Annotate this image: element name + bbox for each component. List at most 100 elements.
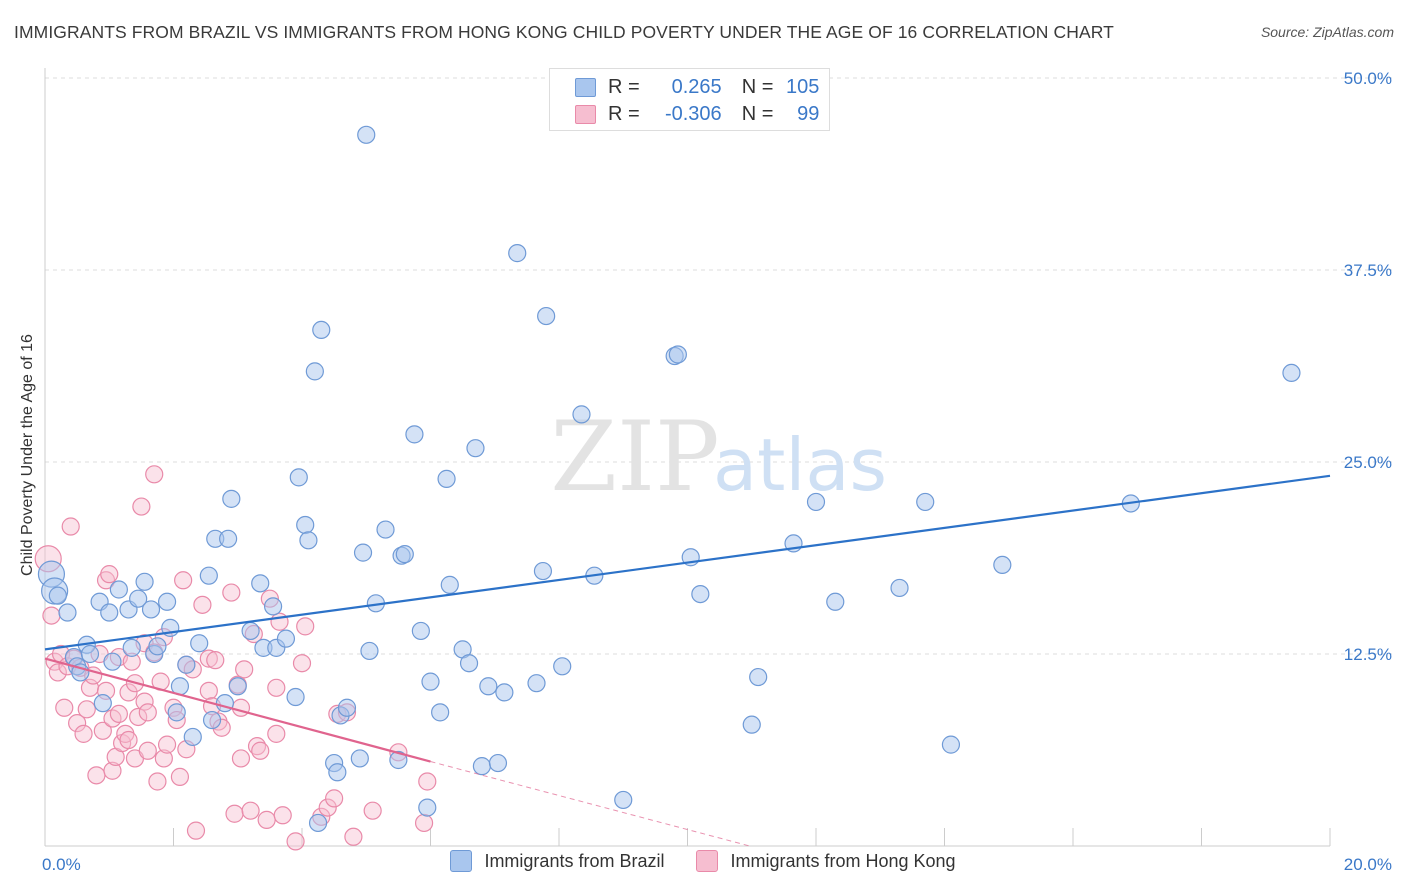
brazil-point: [1282, 363, 1301, 383]
hongkong-point: [267, 724, 286, 743]
brazil-point: [376, 520, 395, 539]
brazil-point: [466, 439, 485, 458]
hongkong-point: [292, 654, 312, 673]
brazil-point: [479, 677, 498, 696]
hongkong-point: [157, 735, 177, 754]
brazil-point: [183, 727, 202, 747]
y-tick-label: 37.5%: [1344, 261, 1392, 280]
hongkong-point: [199, 681, 218, 700]
hongkong-point: [273, 806, 292, 825]
brazil-point: [296, 515, 315, 535]
axes: [44, 68, 1331, 847]
hongkong-point: [154, 749, 173, 768]
brazil-point: [431, 703, 450, 722]
hongkong-point: [257, 810, 276, 829]
legend-item-brazil[interactable]: Immigrants from Brazil: [450, 850, 664, 872]
brazil-point: [527, 674, 546, 693]
brazil-point: [614, 790, 633, 810]
hongkong-point: [174, 571, 193, 590]
brazil-point: [289, 468, 308, 487]
brazil-point: [305, 362, 324, 381]
brazil-point: [395, 545, 414, 564]
hongkong-point: [138, 741, 157, 760]
legend-item-hongkong[interactable]: Immigrants from Hong Kong: [696, 850, 956, 872]
hongkong-point: [222, 583, 241, 602]
hongkong-point: [325, 789, 344, 808]
x-tick-label: 20.0%: [1344, 855, 1392, 874]
hongkong-swatch: [575, 104, 596, 124]
brazil-point: [553, 657, 572, 676]
hongkong-point: [251, 741, 270, 760]
brazil-legend-label: Immigrants from Brazil: [484, 850, 665, 871]
brazil-point: [58, 603, 77, 622]
gridlines: [45, 77, 1392, 655]
hongkong-point: [103, 709, 122, 728]
brazil-point: [533, 561, 553, 581]
hongkong-trend-extension: [430, 761, 750, 847]
r-label: R =: [608, 102, 640, 125]
hongkong-point: [206, 651, 225, 670]
brazil-point: [312, 320, 331, 340]
hongkong-point: [231, 698, 251, 717]
brazil-point: [360, 641, 379, 661]
y-tick-label: 25.0%: [1344, 453, 1392, 472]
series-legend: Immigrants from Brazil Immigrants from H…: [0, 850, 1406, 872]
brazil-point: [263, 597, 283, 616]
r-label: R =: [608, 75, 640, 98]
hongkong-r-value: -0.306: [664, 102, 722, 125]
hongkong-point: [344, 827, 363, 846]
brazil-point: [135, 572, 154, 591]
brazil-point: [749, 667, 768, 687]
brazil-point: [440, 575, 459, 594]
hongkong-point: [193, 595, 212, 614]
brazil-point: [806, 492, 826, 512]
legend-row-brazil: R = 0.265 N = 105: [575, 75, 819, 99]
brazil-point: [148, 637, 167, 656]
brazil-point: [122, 638, 141, 657]
brazil-point: [916, 492, 935, 512]
brazil-point: [228, 677, 247, 696]
brazil-point: [357, 125, 376, 144]
brazil-point: [459, 654, 479, 673]
hongkong-point: [87, 766, 106, 785]
brazil-point: [472, 757, 491, 776]
brazil-legend-swatch: [450, 850, 473, 872]
x-tick-label: 0.0%: [42, 855, 81, 874]
hongkong-point: [235, 660, 254, 679]
n-label: N =: [741, 102, 774, 125]
hongkong-point: [186, 821, 206, 840]
watermark: ZIP atlas: [550, 401, 887, 513]
brazil-point: [418, 798, 437, 817]
hongkong-point: [68, 714, 87, 733]
hongkong-point: [225, 804, 244, 823]
legend-row-hongkong: R = -0.306 N = 99: [575, 102, 819, 126]
hongkong-point: [286, 832, 305, 851]
hongkong-n-value: 99: [797, 102, 820, 125]
brazil-point: [167, 703, 186, 722]
hongkong-point: [74, 724, 93, 743]
brazil-point: [668, 345, 687, 364]
brazil-point: [202, 710, 222, 730]
brazil-point: [572, 405, 591, 424]
brazil-point: [276, 629, 296, 648]
hongkong-point: [129, 707, 148, 727]
brazil-point: [80, 644, 100, 664]
brazil-point: [353, 543, 373, 562]
brazil-point: [337, 698, 357, 717]
watermark-atlas: atlas: [713, 423, 887, 507]
hongkong-point: [100, 565, 119, 584]
hongkong-point: [61, 517, 80, 536]
chart-title: IMMIGRANTS FROM BRAZIL VS IMMIGRANTS FRO…: [14, 22, 1114, 42]
hongkong-point: [231, 749, 251, 768]
trend-lines: [44, 474, 1331, 847]
hongkong-point: [77, 700, 96, 719]
hongkong-point: [363, 801, 382, 820]
brazil-point: [389, 750, 408, 770]
hongkong-point: [42, 606, 61, 625]
brazil-n-value: 105: [786, 75, 820, 98]
hongkong-point: [199, 649, 218, 668]
brazil-point: [241, 621, 260, 641]
brazil-point: [48, 586, 67, 605]
brazil-point: [157, 592, 177, 611]
brazil-point: [141, 600, 161, 619]
